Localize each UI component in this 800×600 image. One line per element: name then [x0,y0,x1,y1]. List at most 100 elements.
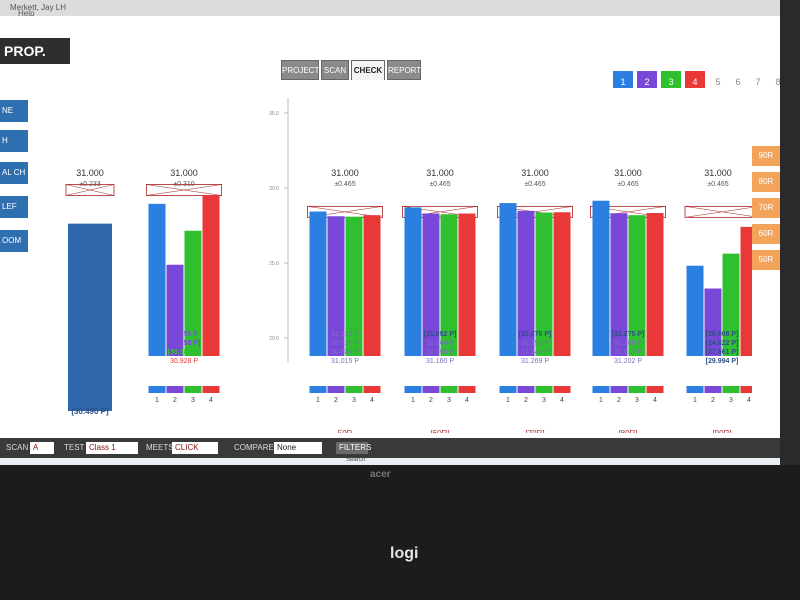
left-nav-item-3[interactable]: AL CH [0,162,28,184]
test-select[interactable]: Class 1 [86,442,138,454]
value-label-7-4: [29.994 P] [706,358,739,365]
group-name-7: [90R] [712,429,731,433]
bar-7-1 [686,265,704,356]
swatch-6-4 [646,386,664,393]
chart-area: 35.030.025.020.031.000±0.233[30.490 P][P… [28,88,760,446]
tolerance-band-cross-b-1 [65,184,115,196]
bar-label-5-3: 3 [542,397,546,404]
value-label-4-1: [31.692 P] [424,331,457,338]
tab-check[interactable]: CHECK [351,60,385,80]
scan-select[interactable]: A [30,442,54,454]
right-nav-80r[interactable]: 80R [752,172,780,192]
pitch-chart: 35.030.025.020.031.000±0.233[30.490 P][P… [65,98,760,446]
value-label-5-3: 31.248 P [521,349,549,356]
menu-help[interactable]: Help [18,9,35,18]
taskbar-search[interactable]: Search [346,457,366,463]
swatch-6-3 [628,386,646,393]
tolerance-band-cross-b-2 [146,184,222,196]
filters-button[interactable]: FILTERS [336,442,371,454]
tolerance-band-4 [402,205,478,218]
bar-label-6-1: 1 [599,397,603,404]
meets-select[interactable]: CLICK [172,442,218,454]
monitor-screen: Merkett, Jay LH Help PROP. PROJECT SCAN … [0,0,780,465]
group-tolerance-5: ±0.465 [524,181,545,188]
swatch-6-2 [610,386,628,393]
group-name-4: [60R] [430,429,449,433]
bar-label-3-2: 2 [334,397,338,404]
bar-label-5-2: 2 [524,397,528,404]
bar-4-4 [458,213,476,356]
value-label-3-1: 31.332 P [331,331,359,338]
bar-label-6-2: 2 [617,397,621,404]
compare-select[interactable]: None [274,442,322,454]
group-name-5: [70R] [525,429,544,433]
value-label-3-4: 31.015 P [331,358,359,365]
bar-label-3-3: 3 [352,397,356,404]
bar-label-7-3: 3 [729,397,733,404]
group-target-5: 31.000 [521,168,549,178]
swatch-4-2 [422,386,440,393]
blade-number-5[interactable]: 5 [715,77,721,87]
left-nav: NE H AL CH LEF OOM [0,88,28,428]
swatch-2-1 [148,386,166,393]
bar-2-2 [166,264,184,356]
bar-label-2-2: 2 [173,397,177,404]
bar-4-2 [422,213,440,356]
swatch-2-2 [166,386,184,393]
compare-label: COMPARE [234,443,274,452]
blade-number-1[interactable]: 1 [613,71,633,93]
group-target-1: 31.000 [76,168,104,178]
right-nav-60r[interactable]: 60R [752,224,780,244]
blade-number-7[interactable]: 7 [755,77,761,87]
blade-number-3[interactable]: 3 [661,71,681,93]
blade-number-2[interactable]: 2 [637,71,657,93]
right-nav: 90R 80R 70R 60R 50R [752,146,780,286]
bar-label-4-4: 4 [465,397,469,404]
tab-report[interactable]: REPORT [387,60,421,80]
swatch-7-1 [686,386,704,393]
group-tolerance-7: ±0.465 [707,181,728,188]
swatch-5-3 [535,386,553,393]
bar-4-1 [404,207,422,356]
left-nav-item-2[interactable]: H [0,130,28,152]
left-nav-item-4[interactable]: LEF [0,196,28,218]
right-nav-90r[interactable]: 90R [752,146,780,166]
blade-number-8[interactable]: 8 [775,77,780,87]
group-target-3: 31.000 [331,168,359,178]
group-target-6: 31.000 [614,168,642,178]
bar-2-1 [148,203,166,356]
bar-4-3 [440,214,458,356]
bar-6-3 [628,215,646,356]
value-label-2-2: [29.858 P] [168,340,201,347]
left-nav-item-1[interactable]: NE [0,100,28,122]
value-label-6-3: 31.017 P [614,349,642,356]
right-nav-50r[interactable]: 50R [752,250,780,270]
meets-label: MEETS [146,443,174,452]
right-nav-70r[interactable]: 70R [752,198,780,218]
value-label-3-3: 30.884 P [331,349,359,356]
bar-label-3-1: 1 [316,397,320,404]
tolerance-band-2 [146,184,222,196]
tab-project[interactable]: PROJECT [281,60,319,80]
bar-5-2 [517,210,535,356]
blade-number-6[interactable]: 6 [735,77,741,87]
bar-3-1 [309,211,327,356]
bar-7-3 [722,253,740,356]
value-label-7-3: [27.661 P] [706,349,739,356]
bar-3-2 [327,216,345,356]
tab-scan[interactable]: SCAN [321,60,349,80]
tolerance-band-3 [307,205,383,218]
bar-label-7-2: 2 [711,397,715,404]
group-target-4: 31.000 [426,168,454,178]
bar-label-6-3: 3 [635,397,639,404]
test-label: TEST [64,443,85,452]
bar-3-4 [363,215,381,356]
bar-6-4 [646,213,664,356]
y-tick-label-3: 25.0 [269,261,279,267]
swatch-4-3 [440,386,458,393]
left-nav-item-5[interactable]: OOM [0,230,28,252]
blade-number-4[interactable]: 4 [685,71,705,93]
bar-6-2 [610,213,628,356]
swatch-2-4 [202,386,220,393]
